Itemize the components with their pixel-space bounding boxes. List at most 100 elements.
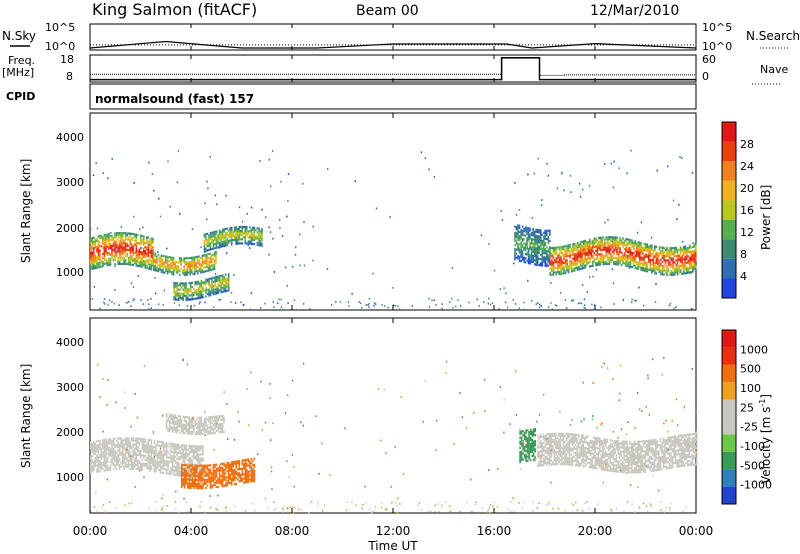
velocity-echo-cell: [562, 446, 565, 450]
power-echo-cell: [210, 258, 213, 261]
power-echo-cell: [202, 285, 204, 288]
power-echo-cell: [186, 269, 189, 272]
velocity-echo-cell: [143, 454, 145, 457]
velocity-echo-cell: [559, 446, 562, 450]
power-echo-cell: [100, 234, 103, 237]
velocity-echo-cell: [152, 459, 154, 462]
velocity-echo-cell: [93, 444, 95, 447]
power-echo-cell: [693, 253, 696, 256]
velocity-echo-cell: [194, 466, 197, 469]
velocity-echo-cell: [522, 440, 524, 443]
power-echo-cell: [208, 248, 210, 251]
velocity-echo-cell: [152, 457, 154, 460]
power-echo-cell: [540, 229, 542, 232]
power-echo-cell: [173, 288, 175, 291]
power-echo-cell: [535, 255, 537, 258]
power-echo-cell: [206, 249, 209, 252]
power-echo-cell: [252, 238, 254, 241]
velocity-echo-cell: [241, 477, 244, 480]
velocity-echo-cell: [197, 485, 200, 488]
power-echo-cell: [140, 299, 142, 301]
power-echo-cell: [536, 241, 539, 244]
velocity-echo-cell: [209, 418, 212, 421]
power-echo-cell: [628, 257, 630, 260]
power-echo-cell: [167, 160, 169, 163]
velocity-echo-cell: [212, 484, 215, 487]
power-echo-cell: [93, 253, 95, 256]
power-echo-cell: [108, 235, 110, 238]
power-echo-cell: [521, 244, 524, 247]
power-echo-cell: [544, 248, 547, 251]
velocity-echo-cell: [185, 416, 187, 419]
velocity-echo-cell: [180, 469, 183, 472]
power-echo-cell: [175, 267, 178, 270]
power-echo-cell: [185, 286, 187, 289]
velocity-echo-cell: [209, 432, 212, 435]
velocity-echo-cell: [183, 448, 186, 451]
velocity-echo-cell: [203, 466, 206, 469]
power-echo-cell: [675, 267, 677, 270]
velocity-echo-cell: [205, 424, 207, 427]
velocity-echo-cell: [179, 423, 181, 426]
power-echo-cell: [133, 233, 136, 236]
power-echo-cell: [208, 284, 210, 287]
velocity-echo-cell: [543, 457, 545, 461]
velocity-echo-cell: [162, 471, 165, 474]
velocity-echo-cell: [202, 485, 204, 488]
velocity-echo-cell: [565, 453, 568, 456]
velocity-echo-cell: [167, 466, 169, 469]
power-echo-cell: [130, 249, 133, 252]
power-echo-cell: [581, 261, 583, 264]
power-echo-cell: [654, 253, 656, 256]
power-echo-cell: [520, 247, 522, 250]
power-echo-cell: [590, 242, 593, 245]
power-echo-cell: [540, 204, 543, 206]
velocity-echo-cell: [111, 452, 113, 455]
velocity-echo-cell: [529, 432, 532, 435]
power-echo-cell: [581, 248, 583, 252]
power-echo-cell: [629, 261, 632, 264]
velocity-echo-cell: [190, 457, 192, 460]
power-echo-cell: [223, 240, 225, 243]
velocity-echo-cell: [199, 424, 201, 427]
velocity-echo-cell: [214, 463, 216, 466]
power-echo-cell: [588, 184, 591, 187]
power-echo-cell: [666, 253, 668, 256]
velocity-echo-cell: [158, 456, 160, 459]
power-echo-cell: [661, 246, 664, 249]
velocity-echo-cell: [520, 452, 523, 455]
power-echo-cell: [682, 245, 685, 249]
velocity-echo-cell: [188, 461, 191, 464]
power-echo-cell: [582, 240, 585, 243]
power-echo-cell: [517, 230, 519, 233]
power-echo-cell: [91, 245, 94, 248]
velocity-echo-cell: [109, 440, 112, 443]
velocity-echo-cell: [94, 460, 97, 463]
velocity-echo-cell: [167, 419, 169, 422]
power-echo-cell: [196, 297, 198, 300]
power-echo-cell: [521, 256, 524, 259]
velocity-echo-cell: [137, 453, 139, 457]
velocity-echo-cell: [541, 445, 544, 449]
power-echo-cell: [538, 257, 540, 261]
power-echo-cell: [163, 289, 166, 292]
power-echo-cell: [601, 259, 603, 262]
velocity-echo-cell: [167, 427, 169, 430]
velocity-echo-cell: [91, 445, 94, 448]
velocity-echo-cell: [137, 445, 139, 448]
power-echo-cell: [613, 248, 615, 251]
power-echo-cell: [557, 271, 559, 274]
power-echo-cell: [483, 301, 485, 303]
velocity-echo-cell: [183, 452, 186, 455]
power-echo-cell: [212, 231, 215, 234]
power-echo-cell: [105, 258, 107, 261]
power-echo-cell: [246, 228, 248, 231]
velocity-echo-cell: [167, 472, 169, 475]
power-echo-cell: [221, 245, 224, 248]
power-echo-cell: [339, 301, 342, 303]
velocity-echo-cell: [90, 441, 92, 444]
power-echo-cell: [96, 248, 98, 251]
power-echo-cell: [629, 249, 632, 252]
power-echo-cell: [526, 237, 528, 240]
velocity-echo-cell: [197, 476, 200, 480]
